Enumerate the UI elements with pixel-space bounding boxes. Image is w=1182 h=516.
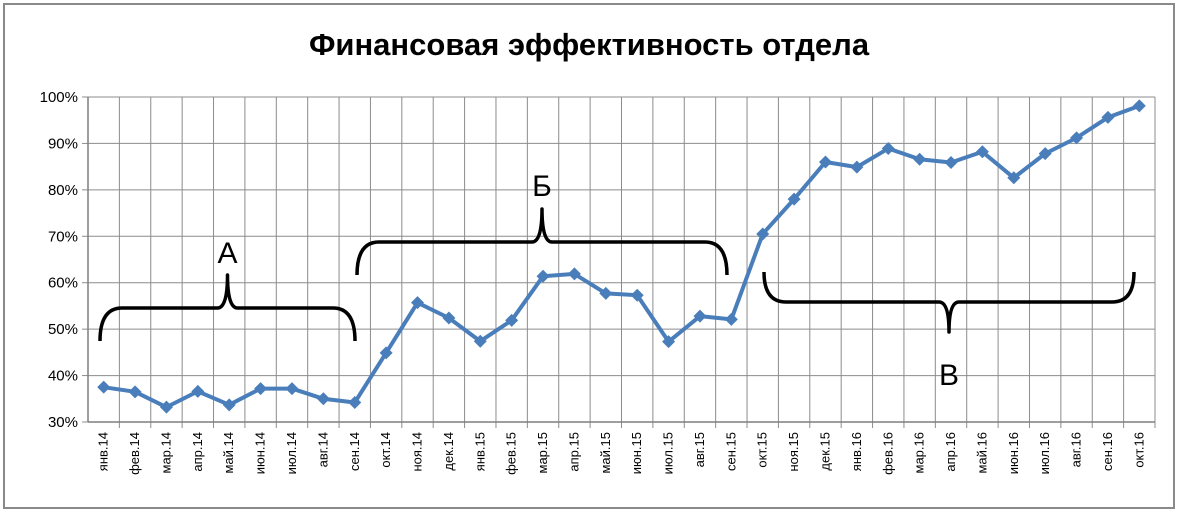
x-tick-label: сен.16 <box>1100 432 1115 471</box>
data-point <box>254 382 268 396</box>
data-point <box>1101 110 1115 124</box>
data-point <box>1038 147 1052 161</box>
x-tick-label: июл.14 <box>284 432 299 474</box>
data-point <box>756 227 770 241</box>
data-point <box>128 385 142 399</box>
chart-frame <box>3 3 1175 509</box>
data-point <box>536 269 550 283</box>
data-point <box>159 400 173 414</box>
data-point <box>316 392 330 406</box>
y-axis-ticks: 30% 40% 50% 60% 70% 80% 90% 100% <box>40 89 78 431</box>
data-point <box>850 160 864 174</box>
x-tick-label: окт.15 <box>755 432 770 468</box>
data-point <box>505 313 519 327</box>
annotation-label: А <box>217 237 237 270</box>
y-tick-label: 90% <box>48 135 78 152</box>
y-tick-label: 30% <box>48 414 78 431</box>
x-tick-label: фев.16 <box>880 432 895 475</box>
data-point <box>1070 131 1084 145</box>
x-tick-label: ноя.14 <box>410 432 425 472</box>
y-tick-label: 40% <box>48 368 78 385</box>
x-tick-label: апр.16 <box>943 432 958 472</box>
data-point <box>97 380 111 394</box>
y-tick-label: 50% <box>48 321 78 338</box>
x-tick-label: фев.15 <box>504 432 519 475</box>
x-axis-ticks: янв.14 фев.14 мар.14 апр.14 май.14 июн.14 июл.… <box>96 432 1147 475</box>
x-tick-label: авг.15 <box>692 432 707 467</box>
annotation-brace <box>355 207 729 276</box>
data-point <box>662 335 676 349</box>
annotations: А Б В <box>98 170 1136 392</box>
data-point <box>411 296 425 310</box>
data-point <box>818 155 832 169</box>
annotation-label: Б <box>532 170 552 203</box>
y-tick-label: 80% <box>48 182 78 199</box>
chart-title: Финансовая эффективность отдела <box>309 27 870 62</box>
x-tick-label: окт.14 <box>378 432 393 468</box>
x-tick-label: фев.14 <box>127 432 142 475</box>
data-point <box>693 309 707 323</box>
annotation-brace <box>762 271 1136 334</box>
x-tick-label: ноя.15 <box>786 432 801 472</box>
y-tick-label: 60% <box>48 275 78 292</box>
data-point <box>599 286 613 300</box>
data-point <box>191 384 205 398</box>
x-tick-label: май.15 <box>598 432 613 474</box>
data-point <box>442 311 456 325</box>
data-point <box>1132 99 1146 113</box>
data-point <box>379 346 393 360</box>
series <box>97 99 1146 414</box>
data-point <box>1007 171 1021 185</box>
grid <box>87 96 1156 428</box>
x-tick-label: июл.15 <box>661 432 676 474</box>
x-tick-label: окт.16 <box>1131 432 1146 468</box>
data-point <box>787 192 801 206</box>
x-tick-label: июн.14 <box>253 432 268 474</box>
annotation-brace <box>98 273 357 342</box>
x-tick-label: авг.14 <box>315 432 330 467</box>
x-tick-label: июн.16 <box>1006 432 1021 474</box>
data-point <box>222 398 236 412</box>
x-tick-label: янв.14 <box>96 432 111 471</box>
x-tick-label: май.16 <box>974 432 989 474</box>
x-tick-label: июл.16 <box>1037 432 1052 474</box>
data-point <box>285 382 299 396</box>
data-point <box>348 396 362 409</box>
data-point <box>944 155 958 169</box>
data-point <box>473 334 487 348</box>
series-line <box>103 103 1141 410</box>
x-tick-label: янв.15 <box>472 432 487 471</box>
data-point <box>975 145 989 159</box>
x-tick-label: сен.14 <box>347 432 362 471</box>
data-point <box>724 312 738 326</box>
x-tick-label: мар.14 <box>158 432 173 473</box>
x-tick-label: мар.15 <box>535 432 550 473</box>
y-tick-label: 70% <box>48 228 78 245</box>
x-tick-label: июн.15 <box>629 432 644 474</box>
axes <box>82 96 1155 423</box>
x-tick-label: мар.16 <box>912 432 927 473</box>
data-point <box>630 288 644 302</box>
x-tick-label: апр.14 <box>190 432 205 472</box>
x-tick-label: сен.15 <box>723 432 738 471</box>
y-tick-label: 100% <box>40 89 78 106</box>
data-point <box>881 142 895 156</box>
x-tick-label: май.14 <box>221 432 236 474</box>
x-tick-label: янв.16 <box>849 432 864 471</box>
x-tick-label: дек.15 <box>817 432 832 471</box>
annotation-label: В <box>939 359 959 392</box>
x-tick-label: апр.15 <box>566 432 581 472</box>
x-tick-label: дек.14 <box>441 432 456 471</box>
x-tick-label: авг.16 <box>1069 432 1084 467</box>
data-point <box>567 267 581 281</box>
data-point <box>913 152 927 166</box>
